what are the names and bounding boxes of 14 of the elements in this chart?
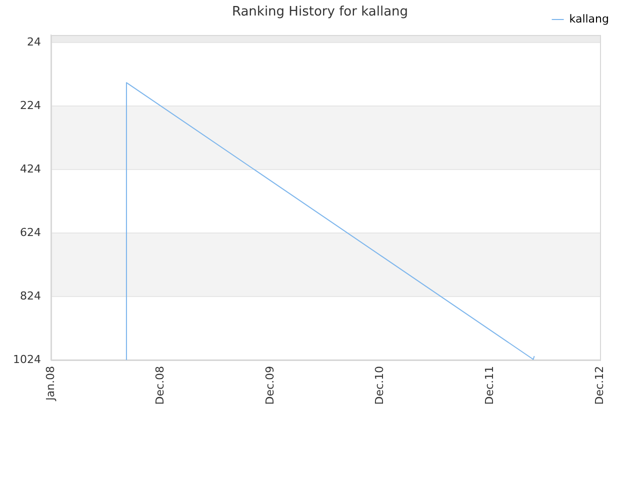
y-tick-label: 24 [27, 35, 41, 48]
x-tick-label: Dec.12 [592, 366, 606, 405]
legend-label: kallang [569, 12, 610, 26]
chart-title: Ranking History for kallang [232, 4, 408, 20]
x-tick-label: Dec.11 [482, 366, 496, 405]
y-tick-label: 1024 [13, 352, 41, 366]
x-tick-label: Dec.10 [373, 366, 386, 405]
y-tick-label: 624 [20, 226, 41, 239]
y-tick-label: 224 [20, 98, 41, 112]
x-tick-label: Dec.08 [154, 366, 167, 405]
x-tick-label: Dec.09 [263, 366, 276, 405]
y-tick-label: 424 [20, 162, 41, 176]
x-tick-label: Jan.08 [44, 366, 57, 402]
y-tick-label: 824 [20, 289, 41, 302]
